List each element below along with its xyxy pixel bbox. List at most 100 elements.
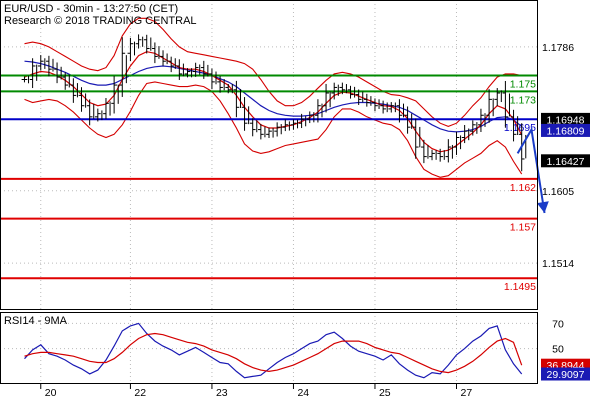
price-bar [46, 55, 54, 77]
price-bar [70, 78, 78, 103]
chart-credit: Research © 2018 TRADING CENTRAL [4, 15, 197, 27]
price-bar [209, 68, 217, 90]
price-bar [78, 87, 87, 112]
rsi-tick-label: 70 [552, 318, 564, 330]
price-bar [478, 108, 486, 133]
price-bar [404, 106, 413, 134]
level-label: 1.173 [510, 94, 536, 106]
price-tag-label: 1.16427 [547, 156, 585, 168]
price-bar [372, 98, 380, 112]
price-bar [429, 149, 437, 161]
price-bar [225, 84, 233, 94]
price-bar [388, 102, 396, 113]
level-label: 1.175 [510, 79, 536, 91]
price-bar [486, 89, 494, 123]
date-tick-label: 24 [297, 387, 309, 399]
price-bar [62, 72, 70, 90]
key-levels: 1.175 1.173 1.1695 1.162 1.157 1.1495 [0, 74, 538, 293]
price-bar [152, 42, 160, 64]
price-tag-box [541, 112, 590, 126]
price-bar [396, 99, 404, 123]
price-bar [290, 119, 299, 130]
rsi-value-tag-label: 29.9097 [547, 369, 585, 381]
price-bar [510, 109, 519, 142]
frame [0, 0, 538, 384]
price-bar [192, 62, 201, 77]
bollinger-upper-line [24, 17, 522, 127]
price-bar [266, 127, 274, 138]
price-tick-label: 1.1786 [542, 42, 574, 54]
price-tag-box [541, 154, 590, 168]
projection-path [516, 126, 546, 214]
price-bar [323, 83, 331, 113]
price-bar [298, 113, 307, 129]
price-bar [339, 82, 347, 95]
level-label: 1.1695 [504, 122, 536, 134]
level-label: 1.1495 [504, 281, 536, 293]
price-bar [445, 139, 453, 163]
price-bar [461, 125, 470, 144]
rsi-panel-border [0, 312, 538, 384]
price-bar [257, 123, 266, 140]
date-tick-label: 25 [379, 387, 391, 399]
price-bar [176, 59, 184, 80]
level-label: 1.162 [510, 182, 536, 194]
price-bar [127, 37, 135, 62]
date-tick-label: 23 [216, 387, 228, 399]
level-label: 1.157 [510, 222, 536, 234]
price-bar [502, 80, 510, 128]
price-bar [37, 55, 46, 71]
grid-lines [0, 0, 538, 384]
price-bar [119, 37, 127, 97]
price-tag-label: 1.16809 [547, 125, 585, 137]
price-bar [168, 56, 176, 73]
price-bar [421, 139, 429, 164]
price-bar [380, 100, 388, 114]
price-bars [21, 34, 527, 172]
price-bar [29, 58, 38, 89]
date-tick-label: 20 [45, 387, 57, 399]
price-bar [54, 62, 62, 84]
price-tick-label: 1.1514 [542, 258, 574, 270]
price-bar [200, 60, 209, 79]
price-bar [274, 122, 282, 137]
rsi-panel [24, 322, 523, 379]
price-bar [282, 119, 290, 132]
axis-labels: 1.1786 1.1605 1.1514 70 50 20 22 23 24 25 27 1.1694… [40, 42, 590, 399]
bollinger-lower-line [24, 81, 523, 178]
price-bar [21, 75, 30, 84]
date-tick-label: 22 [134, 387, 146, 399]
price-bar [143, 34, 152, 54]
price-panel-border [0, 0, 538, 310]
projection-arrowhead [536, 201, 549, 213]
indicator-lines [24, 17, 523, 178]
price-bar [103, 97, 111, 120]
price-tick-label: 1.1605 [542, 186, 574, 198]
price-bar [233, 80, 241, 118]
rsi-ma-line [24, 332, 523, 374]
price-bar [347, 85, 356, 99]
projection-arrow [516, 126, 549, 214]
price-tag-box [541, 123, 590, 137]
chart-title: EUR/USD - 30min - 13:27:50 (CET) [4, 3, 178, 15]
price-bar [86, 99, 95, 126]
price-bar [412, 118, 421, 159]
price-bar [331, 82, 339, 100]
price-bar [160, 50, 168, 66]
price-bar [241, 97, 250, 131]
price-bar [184, 68, 193, 78]
rsi-tick-label: 50 [552, 344, 564, 356]
rsi-line [24, 322, 523, 379]
price-tag-label: 1.16948 [547, 114, 585, 126]
price-bar [355, 89, 364, 105]
price-bar [453, 131, 462, 155]
rsi-value-tag-box [541, 367, 590, 381]
date-tick-label: 27 [460, 387, 472, 399]
price-bar [494, 88, 502, 107]
price-bar [306, 111, 315, 124]
moving-average-slow-line [24, 60, 523, 133]
price-bar [94, 108, 103, 122]
price-bar [217, 75, 225, 93]
